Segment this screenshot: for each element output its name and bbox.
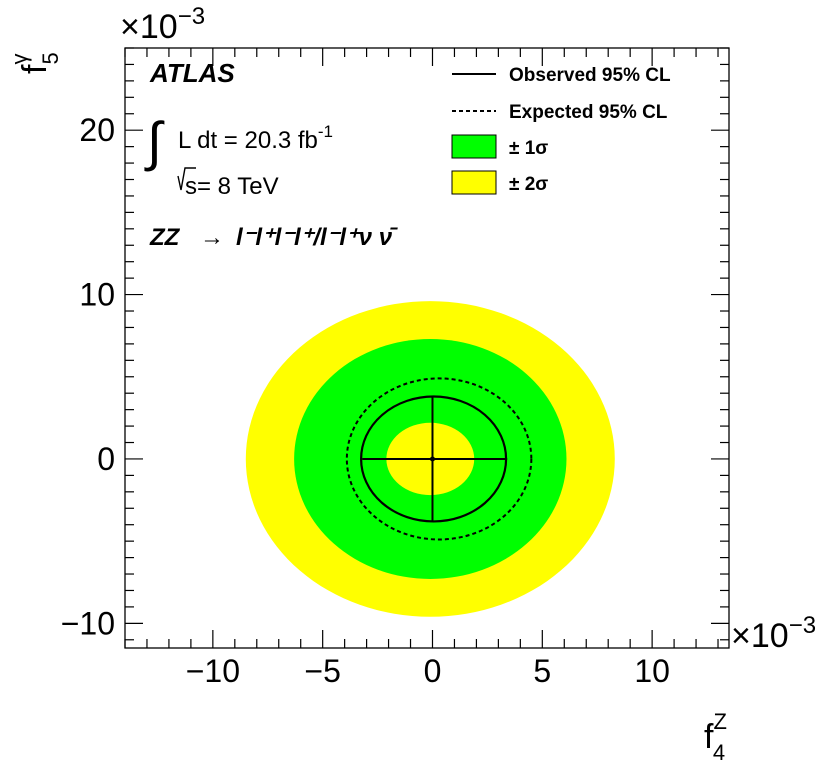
y-axis-title: fγ 5: [7, 52, 63, 74]
y-exponent-label: ×10−3: [120, 3, 205, 46]
x-tick-label: 5: [533, 653, 551, 689]
svg-text:ZZ: ZZ: [149, 224, 181, 251]
best-fit-cross: [362, 396, 508, 522]
plot-frame: [124, 47, 730, 649]
x-tick-label: −10: [186, 653, 240, 689]
legend: Observed 95% CL Expected 95% CL ± 1σ ± 2…: [451, 65, 671, 195]
sqrt-icon: [177, 167, 196, 191]
svg-text:l⁻l⁺l⁻l⁺/l⁻l⁺ν ν̄: l⁻l⁺l⁻l⁺/l⁻l⁺ν ν̄: [236, 224, 398, 251]
legend-expected-label: Expected 95% CL: [509, 102, 668, 123]
y-tick-label: 20: [79, 112, 115, 148]
axis-ticks: [124, 47, 729, 648]
svg-text:→: →: [200, 224, 224, 251]
expected-contour: [345, 377, 533, 541]
x-axis-title: fZ 4: [704, 709, 727, 763]
x-tick-label: 10: [634, 653, 670, 689]
legend-2sigma-swatch: [451, 170, 497, 195]
legend-1sigma-swatch: [451, 134, 497, 159]
svg-text:L dt = 20.3 fb-1: L dt = 20.3 fb-1: [178, 122, 333, 154]
y-tick-label: −10: [61, 605, 115, 641]
legend-observed-label: Observed 95% CL: [509, 65, 671, 86]
svg-text:fγ5: fγ 5: [7, 52, 63, 74]
y-tick-label: 0: [97, 441, 115, 477]
best-fit-point: [429, 456, 435, 462]
x-tick-label: 0: [424, 653, 442, 689]
process-label: ZZ → l⁻l⁺l⁻l⁺/l⁻l⁺ν ν̄: [149, 224, 398, 251]
y-tick-label: 10: [79, 277, 115, 313]
x-exponent-label: ×10−3: [731, 612, 816, 655]
integral-symbol: ∫: [144, 112, 165, 172]
atlas-label: ATLAS: [149, 58, 235, 88]
legend-1sigma-label: ± 1σ: [509, 138, 548, 159]
svg-text:s= 8 TeV: s= 8 TeV: [185, 173, 279, 200]
x-tick-label: −5: [304, 653, 340, 689]
luminosity-label: ∫ L dt = 20.3 fb-1: [144, 112, 333, 172]
legend-2sigma-label: ± 2σ: [509, 174, 548, 195]
energy-label: s= 8 TeV: [177, 167, 279, 200]
